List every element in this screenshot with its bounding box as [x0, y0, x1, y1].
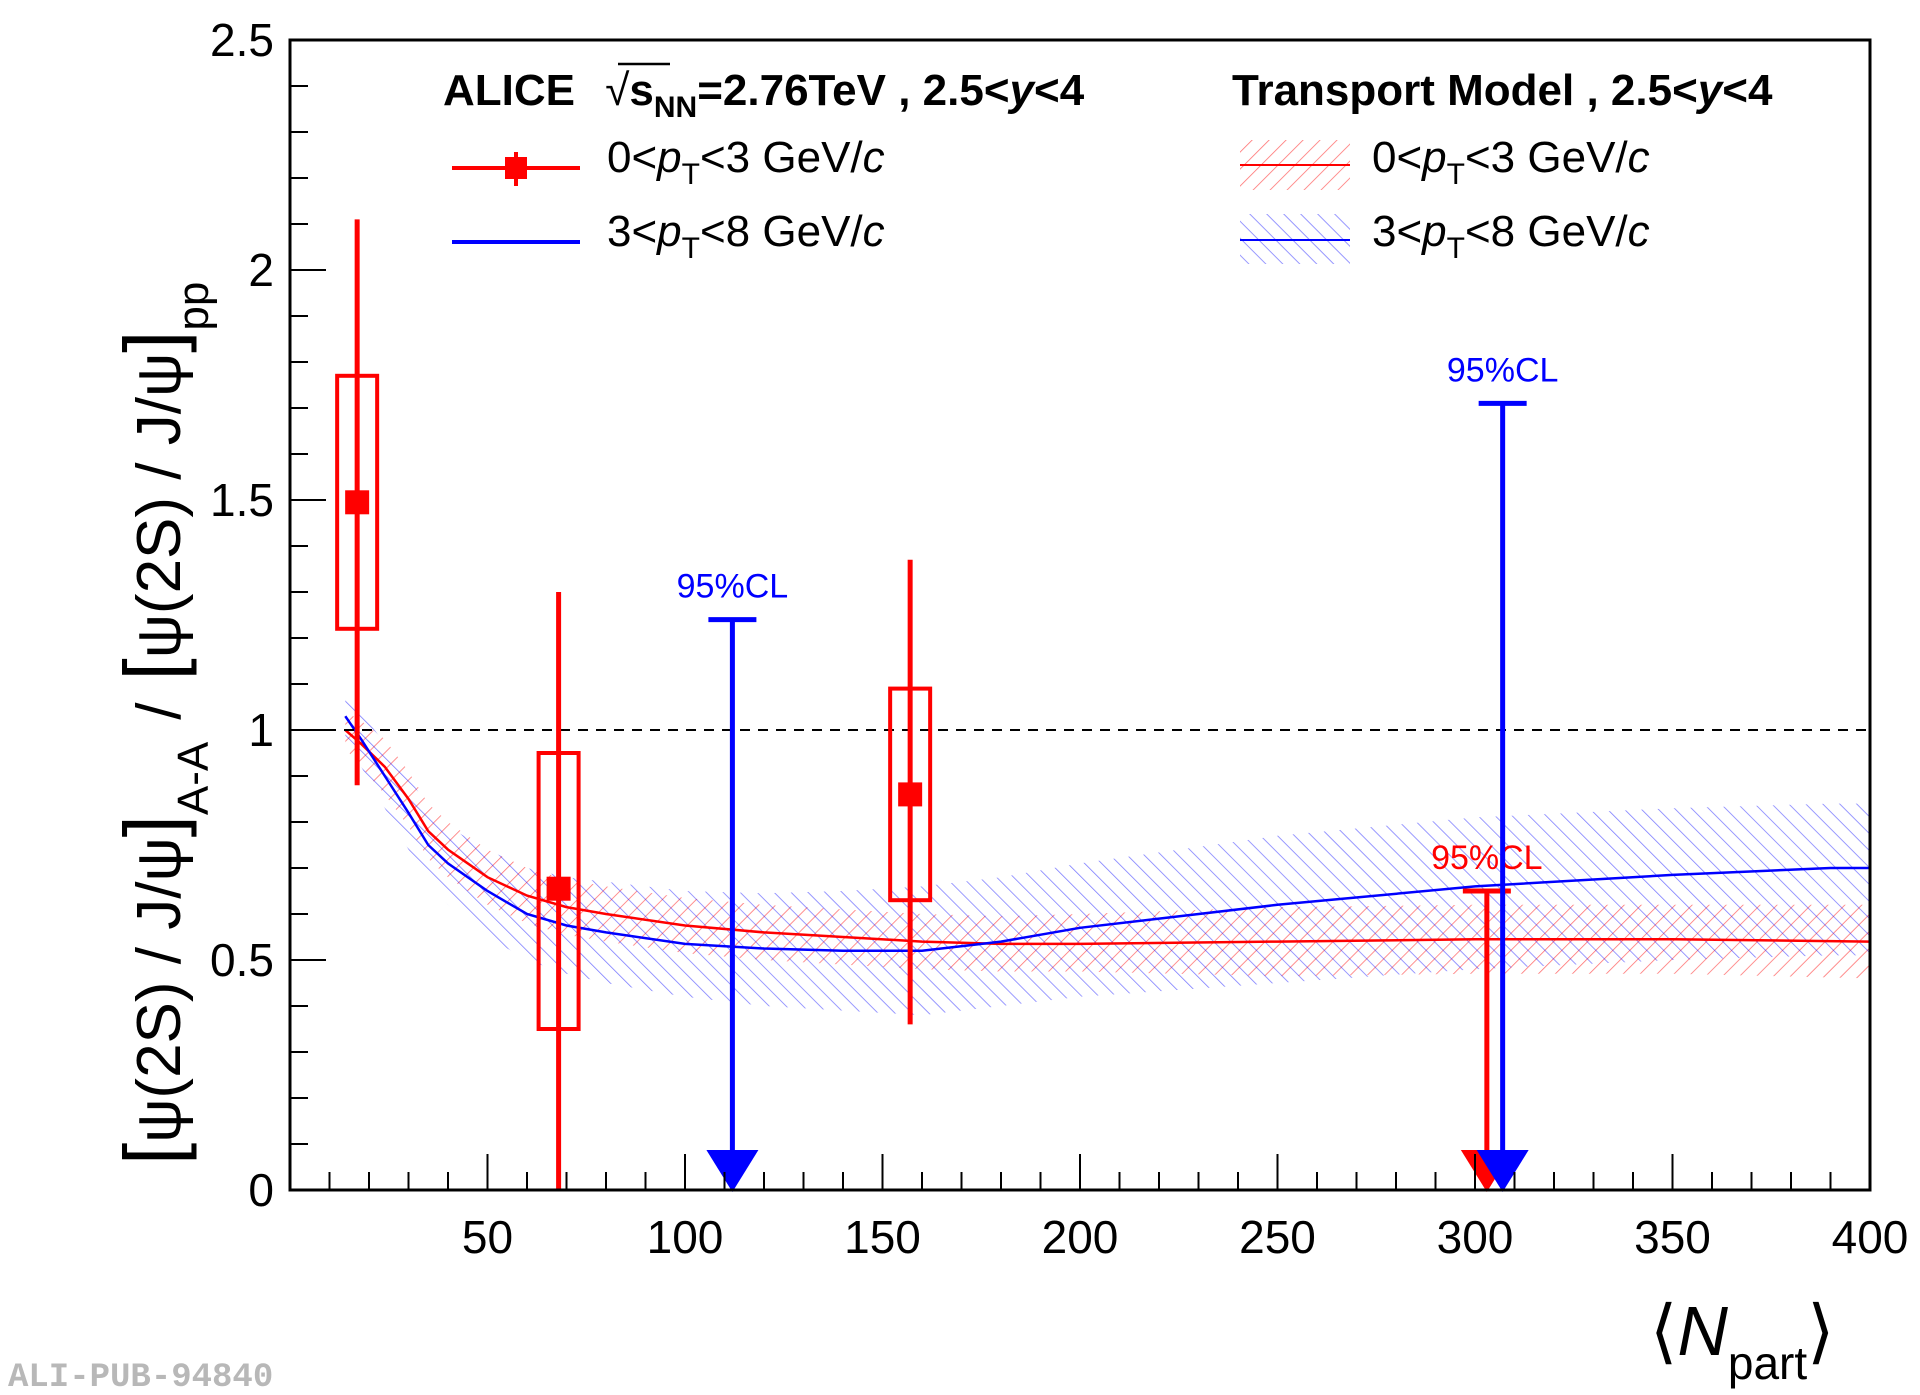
sys-error-box	[888, 686, 933, 903]
upper-limit-arrow	[1476, 1150, 1529, 1192]
data-point-marker	[345, 490, 370, 515]
x-axis-ticks: 50 100 150 200 250 300 350 400	[328, 1154, 1909, 1263]
y-tick-label: 2.5	[210, 14, 274, 66]
model-curves	[344, 715, 1870, 953]
data-point-marker	[546, 876, 571, 901]
x-tick-label: 400	[1832, 1211, 1909, 1263]
x-tick-label: 150	[844, 1211, 921, 1263]
upper-limit-arrow	[706, 1150, 759, 1192]
legend-entry-alice-low-pt: 0<pT<3 GeV/c	[607, 133, 885, 191]
y-tick-label: 0.5	[210, 934, 274, 986]
legend-marker-square-red	[505, 157, 527, 179]
legend-header-alice: ALICE √sNN=2.76TeV , 2.5<y<4	[443, 66, 1085, 124]
x-tick-label: 300	[1437, 1211, 1514, 1263]
x-tick-label: 200	[1042, 1211, 1119, 1263]
upper-limit-label: 95%CL	[1431, 839, 1543, 877]
model-curve-low-pt	[344, 729, 1870, 946]
legend-entry-alice-high-pt: 3<pT<8 GeV/c	[607, 207, 885, 265]
x-tick-label: 100	[647, 1211, 724, 1263]
x-axis-title: ⟨Npart⟩	[1650, 1292, 1834, 1389]
sys-error-box	[536, 751, 581, 1031]
x-tick-label: 250	[1239, 1211, 1316, 1263]
x-tick-label: 50	[462, 1211, 513, 1263]
y-axis-ticks: 0 0.5 1 1.5 2 2.5	[210, 14, 326, 1216]
model-bands	[345, 693, 1870, 1016]
y-axis-title: [ψ(2S) / J/ψ]A-A/[ψ(2S) / J/ψ]pp	[108, 282, 218, 1165]
y-tick-label: 1	[248, 704, 274, 756]
data-point-marker	[898, 782, 923, 807]
model-curve-high-pt	[344, 715, 1870, 953]
legend-header-model: Transport Model , 2.5<y<4	[1232, 66, 1773, 115]
legend-entry-model-low-pt: 0<pT<3 GeV/c	[1372, 133, 1650, 191]
sys-error-box	[335, 373, 380, 631]
legend-entry-model-high-pt: 3<pT<8 GeV/c	[1372, 207, 1650, 265]
x-tick-label: 350	[1634, 1211, 1711, 1263]
y-tick-label: 1.5	[210, 474, 274, 526]
y-tick-label: 0	[248, 1164, 274, 1216]
y-tick-label: 2	[248, 244, 274, 296]
upper-limits: 95%CL 95%CL 95%CL	[677, 351, 1559, 1192]
upper-limit-label: 95%CL	[1447, 351, 1559, 389]
upper-limit-label: 95%CL	[677, 568, 789, 606]
watermark: ALI-PUB-94840	[8, 1359, 273, 1395]
legend: ALICE √sNN=2.76TeV , 2.5<y<4 Transport M…	[443, 62, 1773, 265]
data-points	[335, 219, 933, 1190]
